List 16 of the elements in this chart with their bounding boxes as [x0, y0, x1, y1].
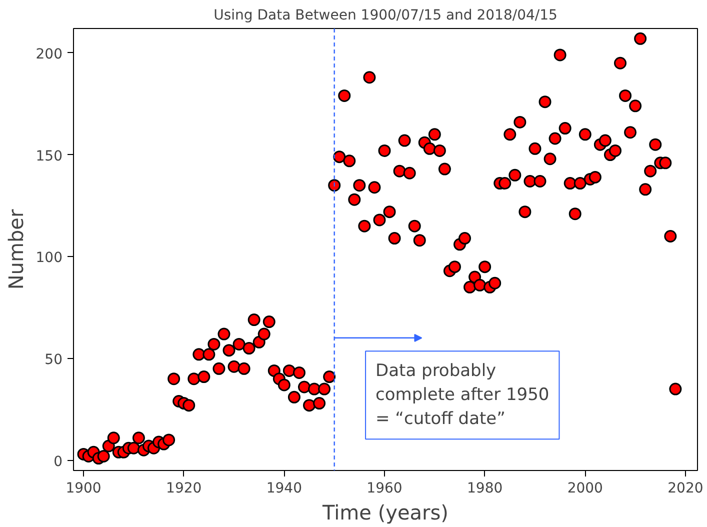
y-tick-label: 0	[54, 454, 63, 470]
annotation: Data probably complete after 1950 = “cutoff date”	[376, 361, 550, 430]
x-tick-label: 2020	[668, 480, 704, 496]
x-tick-label: 1900	[66, 480, 102, 496]
x-axis-title: Time (years)	[322, 500, 448, 524]
x-tick-label: 1960	[366, 480, 402, 496]
y-tick-label: 150	[36, 148, 63, 164]
y-axis-title: Number	[4, 208, 28, 290]
chart-title: Using Data Between 1900/07/15 and 2018/04/15	[214, 8, 558, 24]
y-tick-label: 200	[36, 46, 63, 62]
x-tick-label: 1920	[166, 480, 202, 496]
x-tick-label: 2000	[567, 480, 603, 496]
y-tick-label: 100	[36, 250, 63, 266]
x-tick-label: 1940	[266, 480, 302, 496]
x-tick-label: 1980	[467, 480, 503, 496]
y-tick-label: 50	[44, 352, 63, 368]
